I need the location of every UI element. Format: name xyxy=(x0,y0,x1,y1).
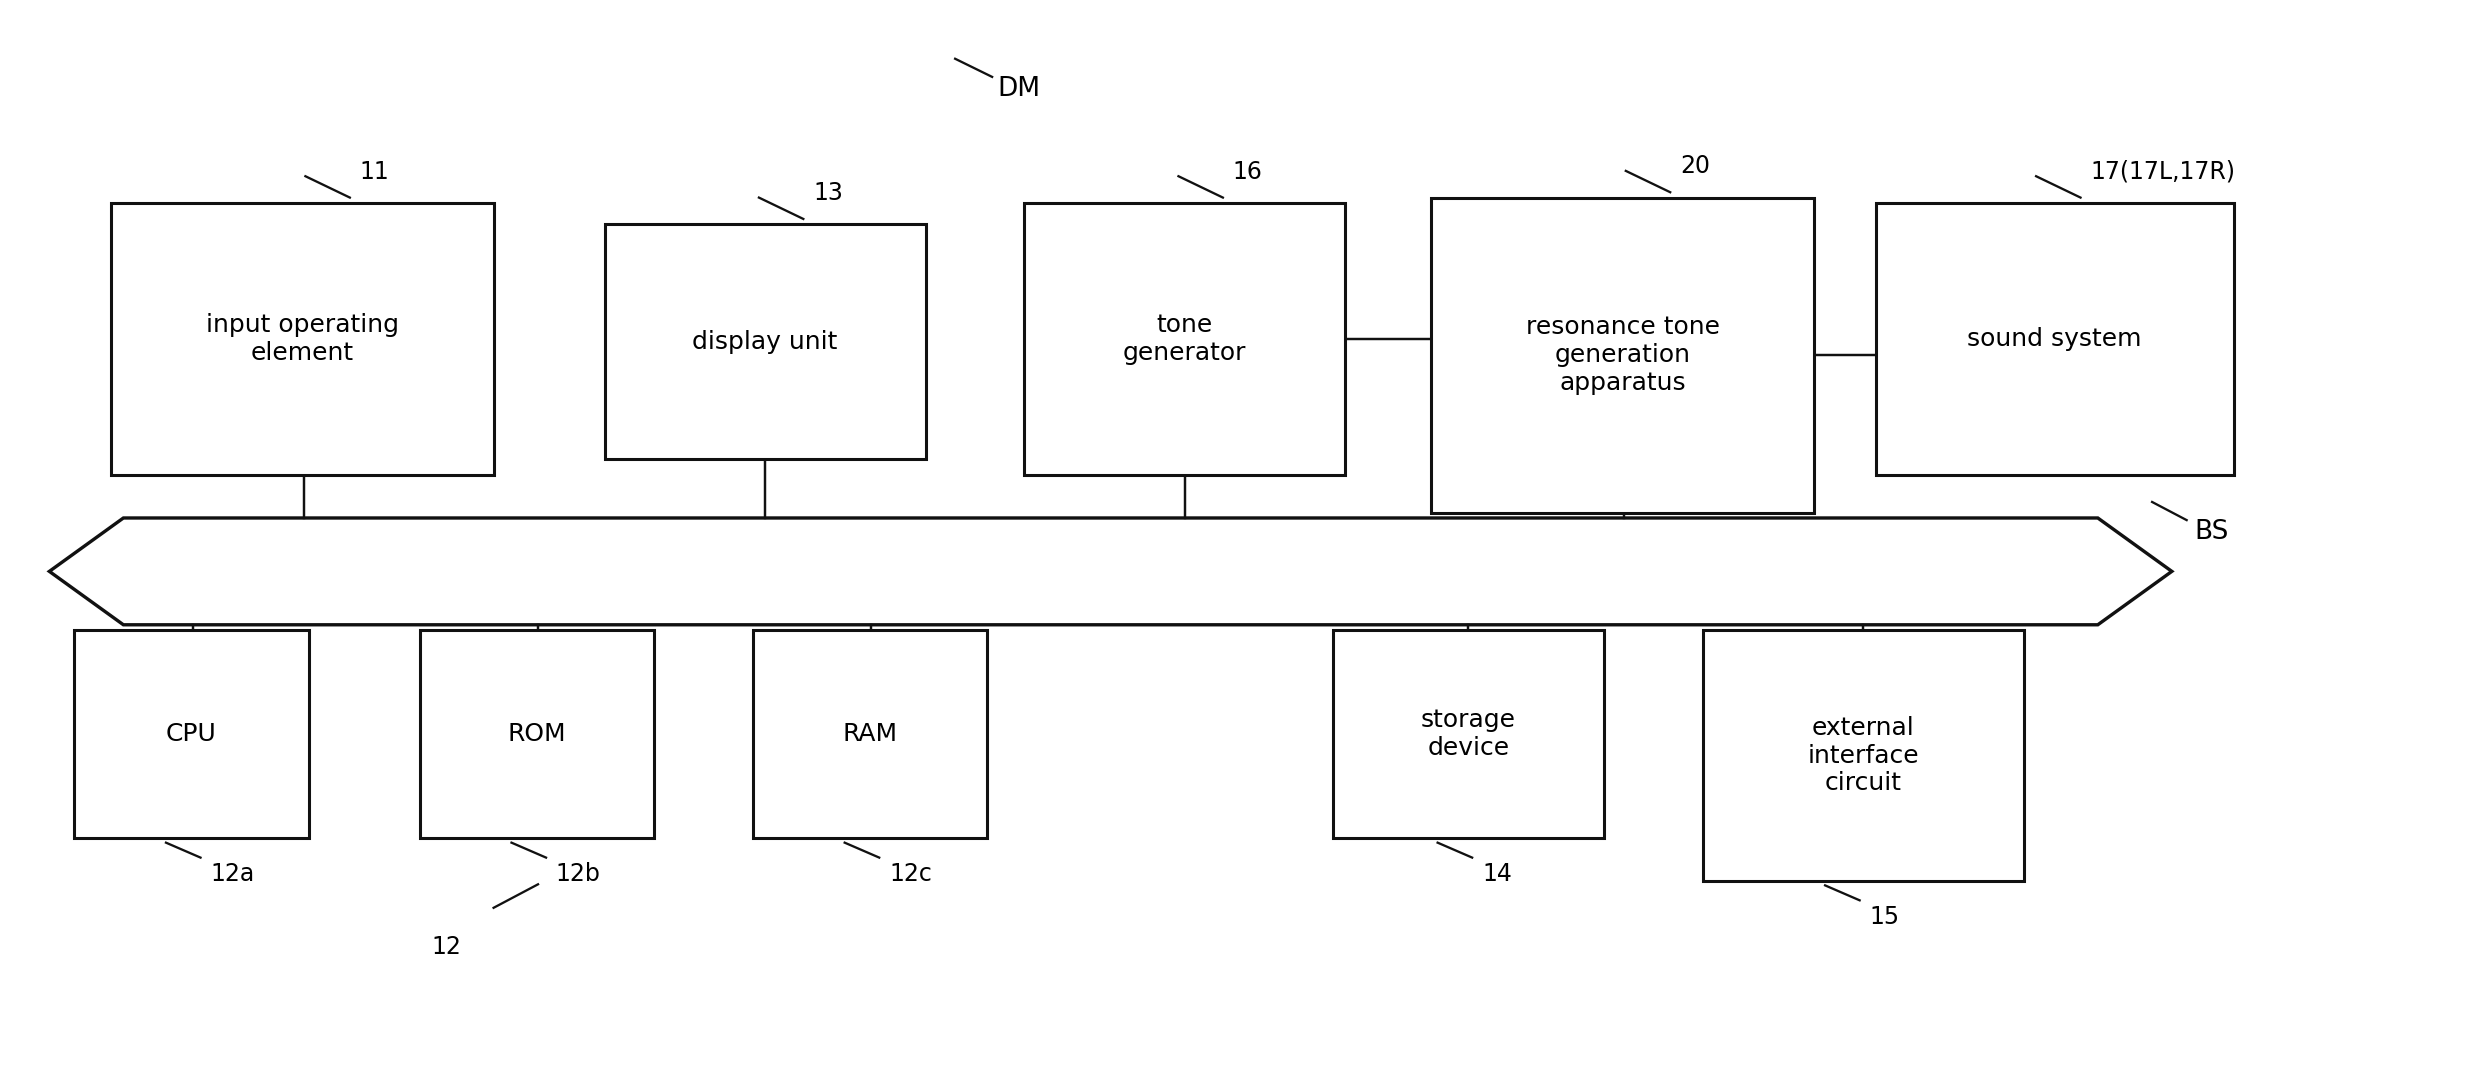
Text: CPU: CPU xyxy=(165,722,217,747)
Text: sound system: sound system xyxy=(1967,327,2142,351)
Text: 12c: 12c xyxy=(888,862,933,885)
Text: 12b: 12b xyxy=(555,862,600,885)
Bar xyxy=(1431,198,1814,513)
Text: 17(17L,17R): 17(17L,17R) xyxy=(2090,160,2236,184)
Text: 15: 15 xyxy=(1871,905,1900,928)
Text: storage
device: storage device xyxy=(1422,708,1515,760)
Text: 12: 12 xyxy=(432,934,462,958)
Text: external
interface
circuit: external interface circuit xyxy=(1807,716,1920,796)
Text: BS: BS xyxy=(2194,519,2229,545)
Text: tone
generator: tone generator xyxy=(1123,313,1246,365)
Text: DM: DM xyxy=(997,76,1039,101)
Bar xyxy=(753,630,987,838)
Bar xyxy=(111,203,494,475)
Bar xyxy=(1876,203,2234,475)
Bar xyxy=(1024,203,1345,475)
Bar xyxy=(1333,630,1604,838)
Text: 14: 14 xyxy=(1481,862,1513,885)
Text: display unit: display unit xyxy=(694,330,837,354)
Text: 11: 11 xyxy=(360,160,390,184)
Text: resonance tone
generation
apparatus: resonance tone generation apparatus xyxy=(1525,315,1720,395)
Bar xyxy=(605,224,926,459)
Text: input operating
element: input operating element xyxy=(205,313,400,365)
Polygon shape xyxy=(49,518,2172,625)
Bar xyxy=(74,630,308,838)
Text: 12a: 12a xyxy=(210,862,254,885)
Bar xyxy=(1703,630,2024,881)
Text: ROM: ROM xyxy=(508,722,565,747)
Text: 20: 20 xyxy=(1681,155,1710,178)
Text: 16: 16 xyxy=(1234,160,1264,184)
Text: RAM: RAM xyxy=(842,722,898,747)
Bar xyxy=(420,630,654,838)
Text: 13: 13 xyxy=(814,182,844,205)
